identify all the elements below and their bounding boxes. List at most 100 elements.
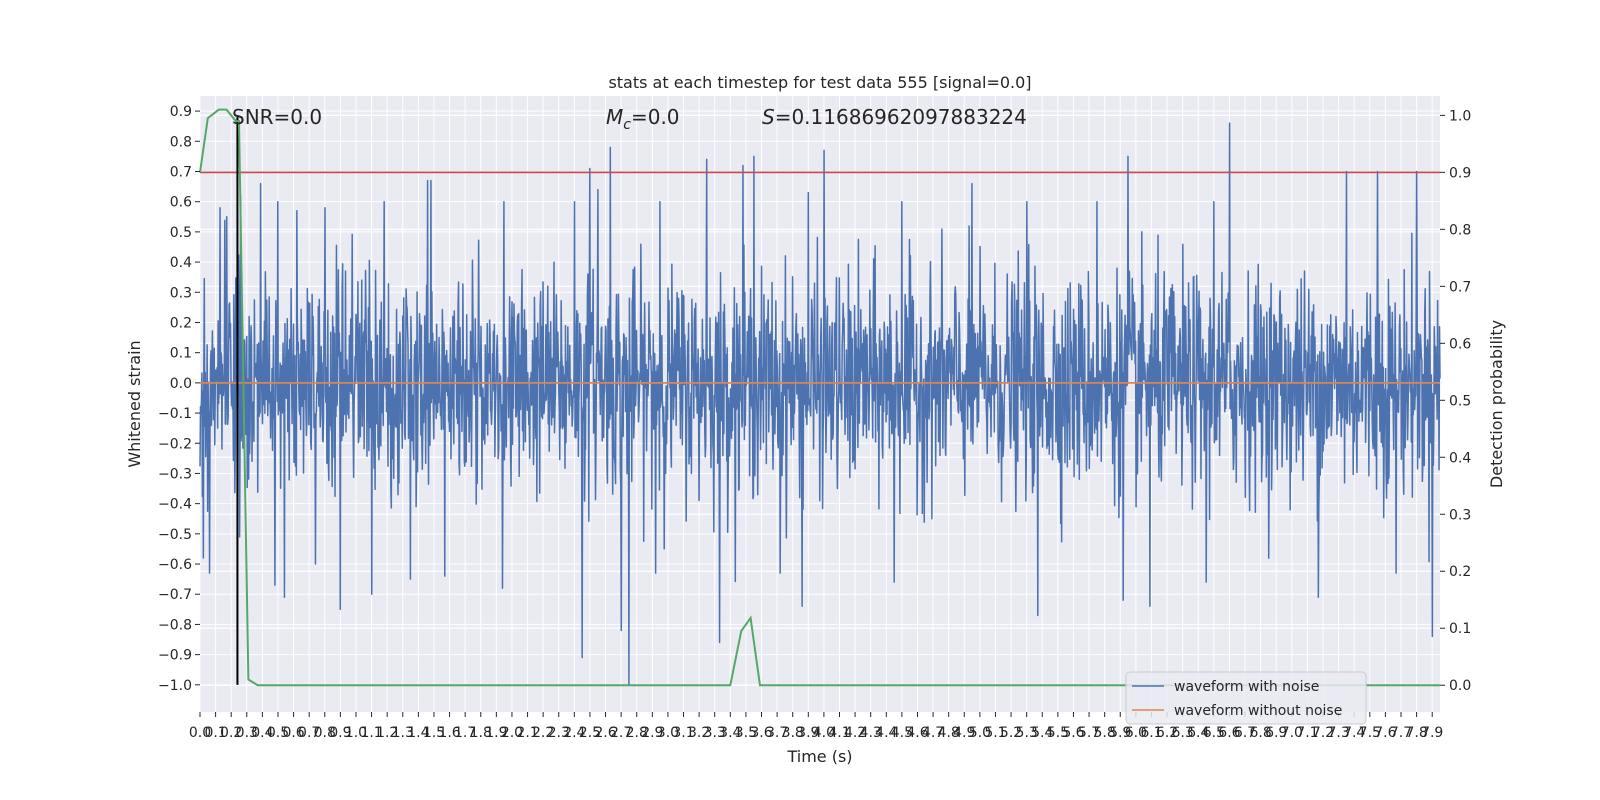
x-tick-label-30: 3.0 [657,725,679,741]
y2-tick-label-4: 0.6 [1449,336,1471,352]
x-tick-label-65: 6.5 [1203,725,1225,741]
y-tick-label-9: 0.0 [170,376,192,392]
y-tick-label-18: −0.9 [158,648,192,664]
x-tick-label-71: 7.1 [1296,725,1318,741]
y2-tick-label-7: 0.3 [1449,507,1471,523]
x-tick-label-51: 5.1 [984,725,1006,741]
x-tick-label-16: 1.6 [438,725,460,741]
y-tick-label-14: −0.5 [158,527,192,543]
x-tick-label-13: 1.3 [392,725,414,741]
y-tick-label-6: 0.3 [170,285,192,301]
x-tick-label-61: 6.1 [1140,725,1162,741]
x-tick-label-32: 3.2 [688,725,710,741]
x-tick-label-18: 1.8 [470,725,492,741]
statistic-value: =0.11686962097883224 [775,105,1027,129]
x-tick-label-55: 5.5 [1047,725,1069,741]
y2-tick-label-9: 0.1 [1449,621,1471,637]
x-tick-label-58: 5.8 [1094,725,1116,741]
legend-box [1125,671,1367,725]
x-tick-label-15: 1.5 [423,725,445,741]
y-tick-label-11: −0.2 [158,436,192,452]
x-tick-label-5: 0.5 [267,725,289,741]
x-tick-label-4: 0.4 [251,725,273,741]
x-tick-label-34: 3.4 [719,725,741,741]
y2-tick-label-10: 0.0 [1449,678,1471,694]
x-tick-label-39: 3.9 [797,725,819,741]
x-tick-label-46: 4.6 [906,725,928,741]
statistic-annotation: S=0.11686962097883224 [762,105,1027,129]
snr-annotation: SNR=0.0 [232,105,322,129]
x-tick-label-69: 6.9 [1265,725,1287,741]
y-tick-label-2: 0.7 [170,164,192,180]
y-tick-label-12: −0.3 [158,466,192,482]
x-tick-label-38: 3.8 [782,725,804,741]
waveform-with-noise-path [199,122,1441,686]
y2-tick-label-2: 0.8 [1449,222,1471,238]
x-tick-label-54: 5.4 [1031,725,1053,741]
x-tick-label-10: 1.0 [345,725,367,741]
x-tick-label-23: 2.3 [548,725,570,741]
x-tick-label-43: 4.3 [860,725,882,741]
x-tick-label-76: 7.6 [1374,725,1396,741]
x-tick-label-77: 7.7 [1390,725,1412,741]
x-tick-label-41: 4.1 [828,725,850,741]
x-tick-label-8: 0.8 [314,725,336,741]
x-tick-label-12: 1.2 [376,725,398,741]
x-tick-label-24: 2.4 [563,725,585,741]
y2-tick-label-3: 0.7 [1449,279,1471,295]
x-tick-label-20: 2.0 [501,725,523,741]
y-axis-label: Whitened strain [125,340,144,467]
x-tick-label-0: 0.0 [189,725,211,741]
x-tick-label-1: 0.1 [204,725,226,741]
x-tick-label-64: 6.4 [1187,725,1209,741]
x-tick-label-63: 6.3 [1172,725,1194,741]
x-tick-label-75: 7.5 [1359,725,1381,741]
x-tick-label-72: 7.2 [1312,725,1334,741]
statistic-symbol: S [762,105,775,129]
x-tick-label-7: 0.7 [298,725,320,741]
x-tick-label-48: 4.8 [938,725,960,741]
legend-label-clean: waveform without noise [1174,703,1342,719]
x-tick-label-59: 5.9 [1109,725,1131,741]
x-axis-label: Time (s) [786,747,852,766]
x-tick-label-37: 3.7 [766,725,788,741]
x-tick-label-47: 4.7 [922,725,944,741]
x-tick-label-62: 6.2 [1156,725,1178,741]
x-tick-label-28: 2.8 [626,725,648,741]
x-tick-label-31: 3.1 [672,725,694,741]
x-tick-label-74: 7.4 [1343,725,1365,741]
y-tick-label-13: −0.4 [158,497,192,513]
x-tick-label-67: 6.7 [1234,725,1256,741]
y-tick-label-15: −0.6 [158,557,192,573]
y2-axis-label: Detection probability [1487,320,1506,488]
y-tick-label-10: −0.1 [158,406,192,422]
y2-tick-label-1: 0.9 [1449,165,1471,181]
y-tick-label-0: 0.9 [170,104,192,120]
x-tick-label-40: 4.0 [813,725,835,741]
y-tick-label-5: 0.4 [170,255,192,271]
x-tick-label-14: 1.4 [407,725,429,741]
x-tick-label-9: 0.9 [329,725,351,741]
chirp-mass-value: =0.0 [631,105,680,129]
x-tick-label-70: 7.0 [1281,725,1303,741]
chirp-mass-subscript: c [623,117,631,133]
x-tick-label-52: 5.2 [1000,725,1022,741]
x-tick-label-17: 1.7 [454,725,476,741]
y-axis-ticks: 0.9 0.8 0.7 0.6 0.5 0.4 0.3 0.2 0.1 0.0 −0.1 −0.2 −0… [158,104,200,694]
x-tick-label-25: 2.5 [579,725,601,741]
x-tick-label-57: 5.7 [1078,725,1100,741]
x-tick-label-66: 6.6 [1218,725,1240,741]
series-waveform-with-noise [199,122,1441,686]
x-tick-label-3: 0.3 [236,725,258,741]
legend: waveform with noise waveform without noi… [1125,671,1367,725]
x-tick-label-45: 4.5 [891,725,913,741]
x-tick-label-26: 2.6 [594,725,616,741]
series-detection-probability [199,108,1440,687]
x-tick-label-6: 0.6 [282,725,304,741]
chirp-mass-annotation: Mc=0.0 [606,105,680,133]
y-tick-label-7: 0.2 [170,315,192,331]
x-tick-label-79: 7.9 [1421,725,1443,741]
x-tick-label-73: 7.3 [1327,725,1349,741]
x-tick-label-11: 1.1 [360,725,382,741]
